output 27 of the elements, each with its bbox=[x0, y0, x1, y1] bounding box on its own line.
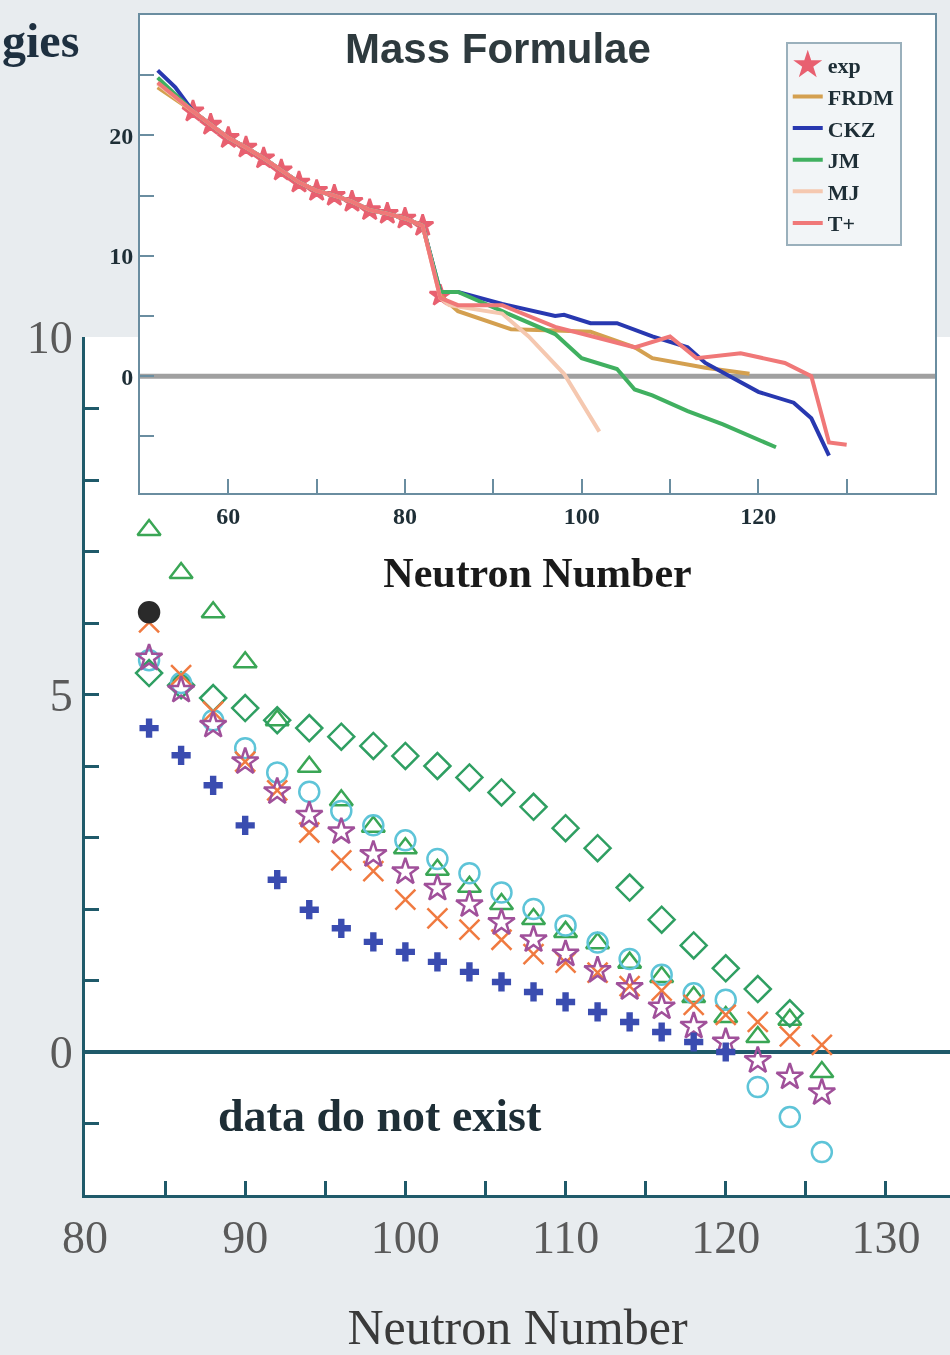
text: gies bbox=[2, 14, 80, 67]
y-tick-label: 0 bbox=[49, 1027, 73, 1079]
y-tick-label: 20 bbox=[109, 122, 134, 149]
y-tick-label: 10 bbox=[109, 243, 134, 270]
x-axis-title: Neutron Number bbox=[347, 1299, 688, 1355]
y-tick-label: 10 bbox=[26, 312, 73, 364]
legend-label: exp bbox=[827, 53, 861, 79]
x-tick-label: 100 bbox=[370, 1212, 440, 1264]
y-tick-label: 0 bbox=[121, 363, 134, 390]
x-tick-label: 130 bbox=[851, 1212, 921, 1264]
legend-label: CKZ bbox=[827, 116, 876, 142]
x-axis-title: Neutron Number bbox=[383, 550, 692, 597]
x-tick-label: 120 bbox=[691, 1212, 761, 1264]
x-tick-label: 110 bbox=[531, 1212, 600, 1264]
x-tick-label: 100 bbox=[563, 502, 600, 529]
legend-label: MJ bbox=[827, 179, 860, 205]
legend-label: JM bbox=[827, 148, 860, 174]
x-tick-label: 80 bbox=[393, 502, 417, 529]
legend-label: FRDM bbox=[827, 85, 894, 111]
y-tick-label: 5 bbox=[49, 669, 73, 721]
chart-title: Mass Formulae bbox=[345, 25, 651, 72]
legend-label: T+ bbox=[827, 211, 855, 237]
annotation: data do not exist bbox=[218, 1090, 542, 1141]
x-tick-label: 80 bbox=[62, 1212, 108, 1264]
x-tick-label: 120 bbox=[740, 502, 777, 529]
x-tick-label: 60 bbox=[216, 502, 241, 529]
x-tick-label: 90 bbox=[222, 1212, 269, 1264]
